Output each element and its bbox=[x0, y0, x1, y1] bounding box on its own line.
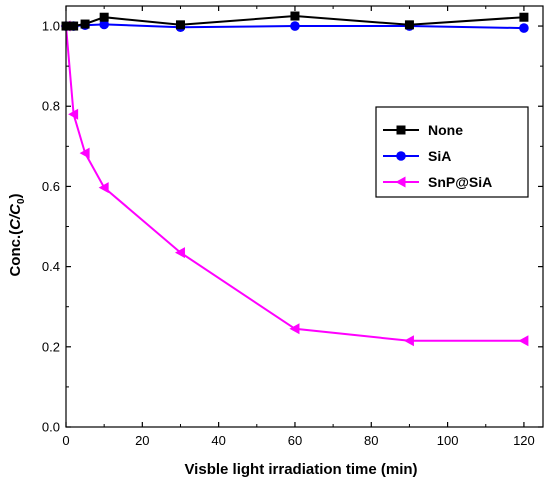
legend-label: SiA bbox=[428, 148, 451, 164]
data-point-none bbox=[290, 11, 300, 21]
legend-marker bbox=[396, 125, 406, 135]
legend-item-snp-sia: SnP@SiA bbox=[383, 174, 492, 190]
data-point-snp-sia bbox=[403, 335, 414, 347]
y-tick-label: 0.6 bbox=[42, 179, 60, 194]
axes: 0 20 40 60 80 100 120 0.0 0.2 0.4 0.6 0.8 1.0 bbox=[42, 5, 544, 448]
x-tick-label: 40 bbox=[211, 433, 225, 448]
legend-marker bbox=[395, 176, 406, 188]
y-tick-label: 0.2 bbox=[42, 339, 60, 354]
data-point-snp-sia bbox=[98, 182, 109, 194]
legend: None SiA SnP@SiA bbox=[375, 106, 529, 198]
x-tick-label: 20 bbox=[135, 433, 149, 448]
data-point-sia bbox=[290, 21, 300, 31]
x-tick-label: 120 bbox=[513, 433, 535, 448]
x-tick-label: 100 bbox=[437, 433, 459, 448]
data-point-sia bbox=[99, 19, 109, 30]
legend-label: SnP@SiA bbox=[428, 174, 492, 190]
y-tick-label: 0.8 bbox=[42, 99, 60, 114]
data-point-none bbox=[175, 20, 185, 30]
y-axis-title: Conc.(C/C0) bbox=[7, 193, 27, 276]
legend-item-none: None bbox=[383, 122, 463, 138]
data-point-snp-sia bbox=[68, 108, 79, 120]
x-axis-title: Visble light irradiation time (min) bbox=[184, 461, 417, 478]
data-point-none bbox=[99, 12, 109, 22]
data-point-snp-sia bbox=[289, 323, 300, 335]
y-tick-label: 1.0 bbox=[42, 19, 60, 34]
data-point-sia bbox=[519, 23, 529, 33]
data-point-none bbox=[404, 20, 414, 30]
plot-frame bbox=[65, 5, 544, 428]
data-point-none bbox=[519, 12, 529, 22]
legend-item-sia: SiA bbox=[383, 148, 451, 164]
y-tick-label: 0.0 bbox=[42, 420, 60, 435]
x-tick-label: 60 bbox=[288, 433, 302, 448]
data-point-snp-sia bbox=[174, 247, 185, 259]
series-line-snp-sia bbox=[65, 25, 524, 342]
legend-label: None bbox=[428, 122, 463, 138]
legend-marker bbox=[396, 151, 406, 161]
data-point-snp-sia bbox=[79, 147, 90, 159]
data-point-none bbox=[69, 21, 79, 31]
x-tick-label: 0 bbox=[62, 433, 69, 448]
y-tick-label: 0.4 bbox=[42, 259, 60, 274]
data-point-none bbox=[80, 19, 90, 29]
data-point-snp-sia bbox=[518, 335, 529, 347]
x-tick-label: 80 bbox=[364, 433, 378, 448]
